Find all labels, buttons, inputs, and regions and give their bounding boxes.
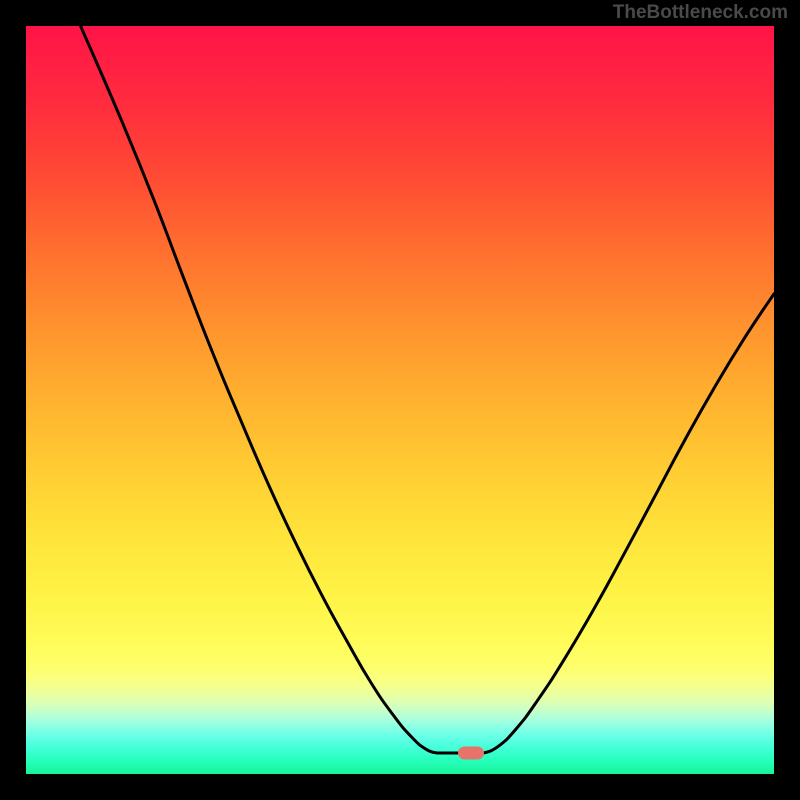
watermark-text: TheBottleneck.com [613,2,788,24]
optimal-marker [458,747,484,760]
plot-area [26,26,774,774]
bottleneck-curve [26,26,774,774]
outer-frame: TheBottleneck.com [0,0,800,800]
